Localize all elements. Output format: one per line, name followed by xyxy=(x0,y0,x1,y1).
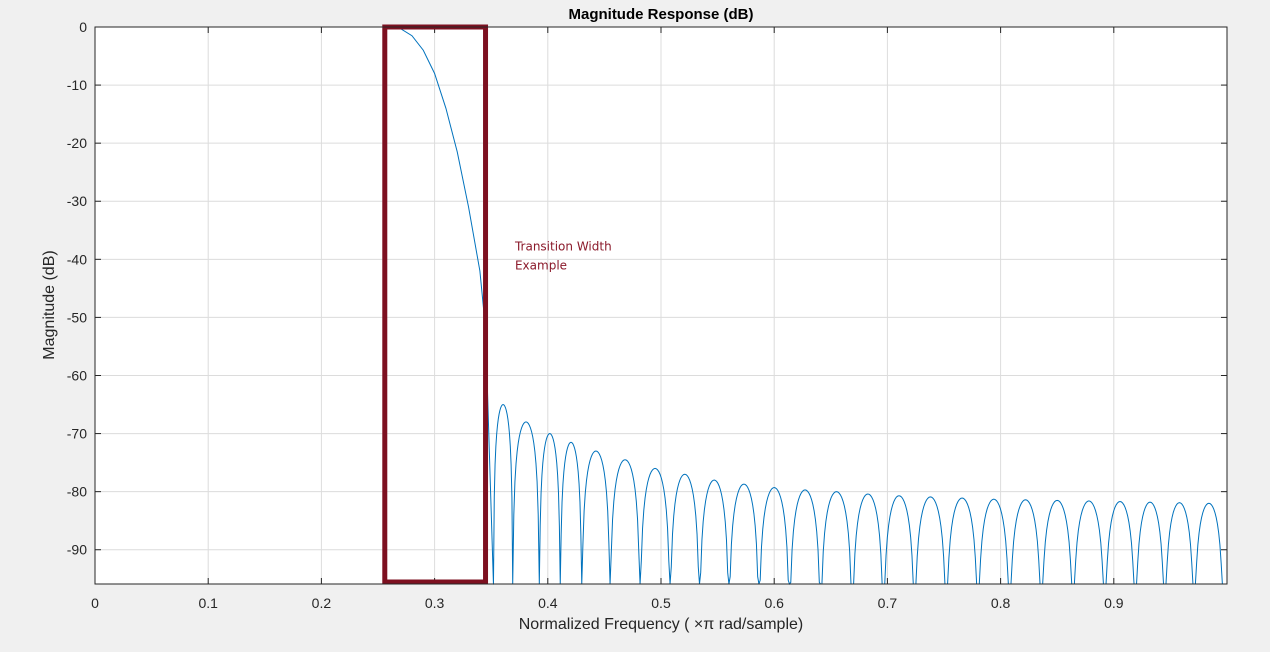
y-tick-label: -90 xyxy=(67,542,87,558)
annotation-line-1: Transition Width xyxy=(514,240,612,254)
x-tick-label: 0.2 xyxy=(312,595,332,611)
x-tick-label: 0 xyxy=(91,595,99,611)
y-axis-ticks: 0 -10 -20 -30 -40 -50 -60 -70 -80 -90 xyxy=(67,19,1227,558)
y-axis-label: Magnitude (dB) xyxy=(41,250,58,359)
x-tick-label: 0.5 xyxy=(651,595,671,611)
y-tick-label: 0 xyxy=(79,19,87,35)
y-tick-label: -60 xyxy=(67,367,87,383)
axes-frame xyxy=(94,26,1228,585)
x-tick-label: 0.8 xyxy=(991,595,1011,611)
x-tick-label: 0.7 xyxy=(878,595,898,611)
transition-width-annotation: Transition Width Example xyxy=(514,240,616,273)
annotation-line-2: Example xyxy=(515,259,567,273)
x-tick-label: 0.1 xyxy=(198,595,218,611)
y-tick-label: -30 xyxy=(67,193,87,209)
y-tick-label: -70 xyxy=(67,426,87,442)
y-tick-label: -80 xyxy=(67,484,87,500)
chart-title: Magnitude Response (dB) xyxy=(568,6,753,23)
x-tick-label: 0.4 xyxy=(538,595,558,611)
x-tick-label: 0.3 xyxy=(425,595,445,611)
y-tick-label: -50 xyxy=(67,309,87,325)
x-tick-label: 0.6 xyxy=(764,595,784,611)
x-axis-label: Normalized Frequency ( ×π rad/sample) xyxy=(519,616,803,633)
y-tick-label: -20 xyxy=(67,135,87,151)
y-tick-label: -10 xyxy=(67,77,87,93)
x-tick-label: 0.9 xyxy=(1104,595,1124,611)
response-curve xyxy=(95,26,1224,586)
y-tick-label: -40 xyxy=(67,251,87,267)
